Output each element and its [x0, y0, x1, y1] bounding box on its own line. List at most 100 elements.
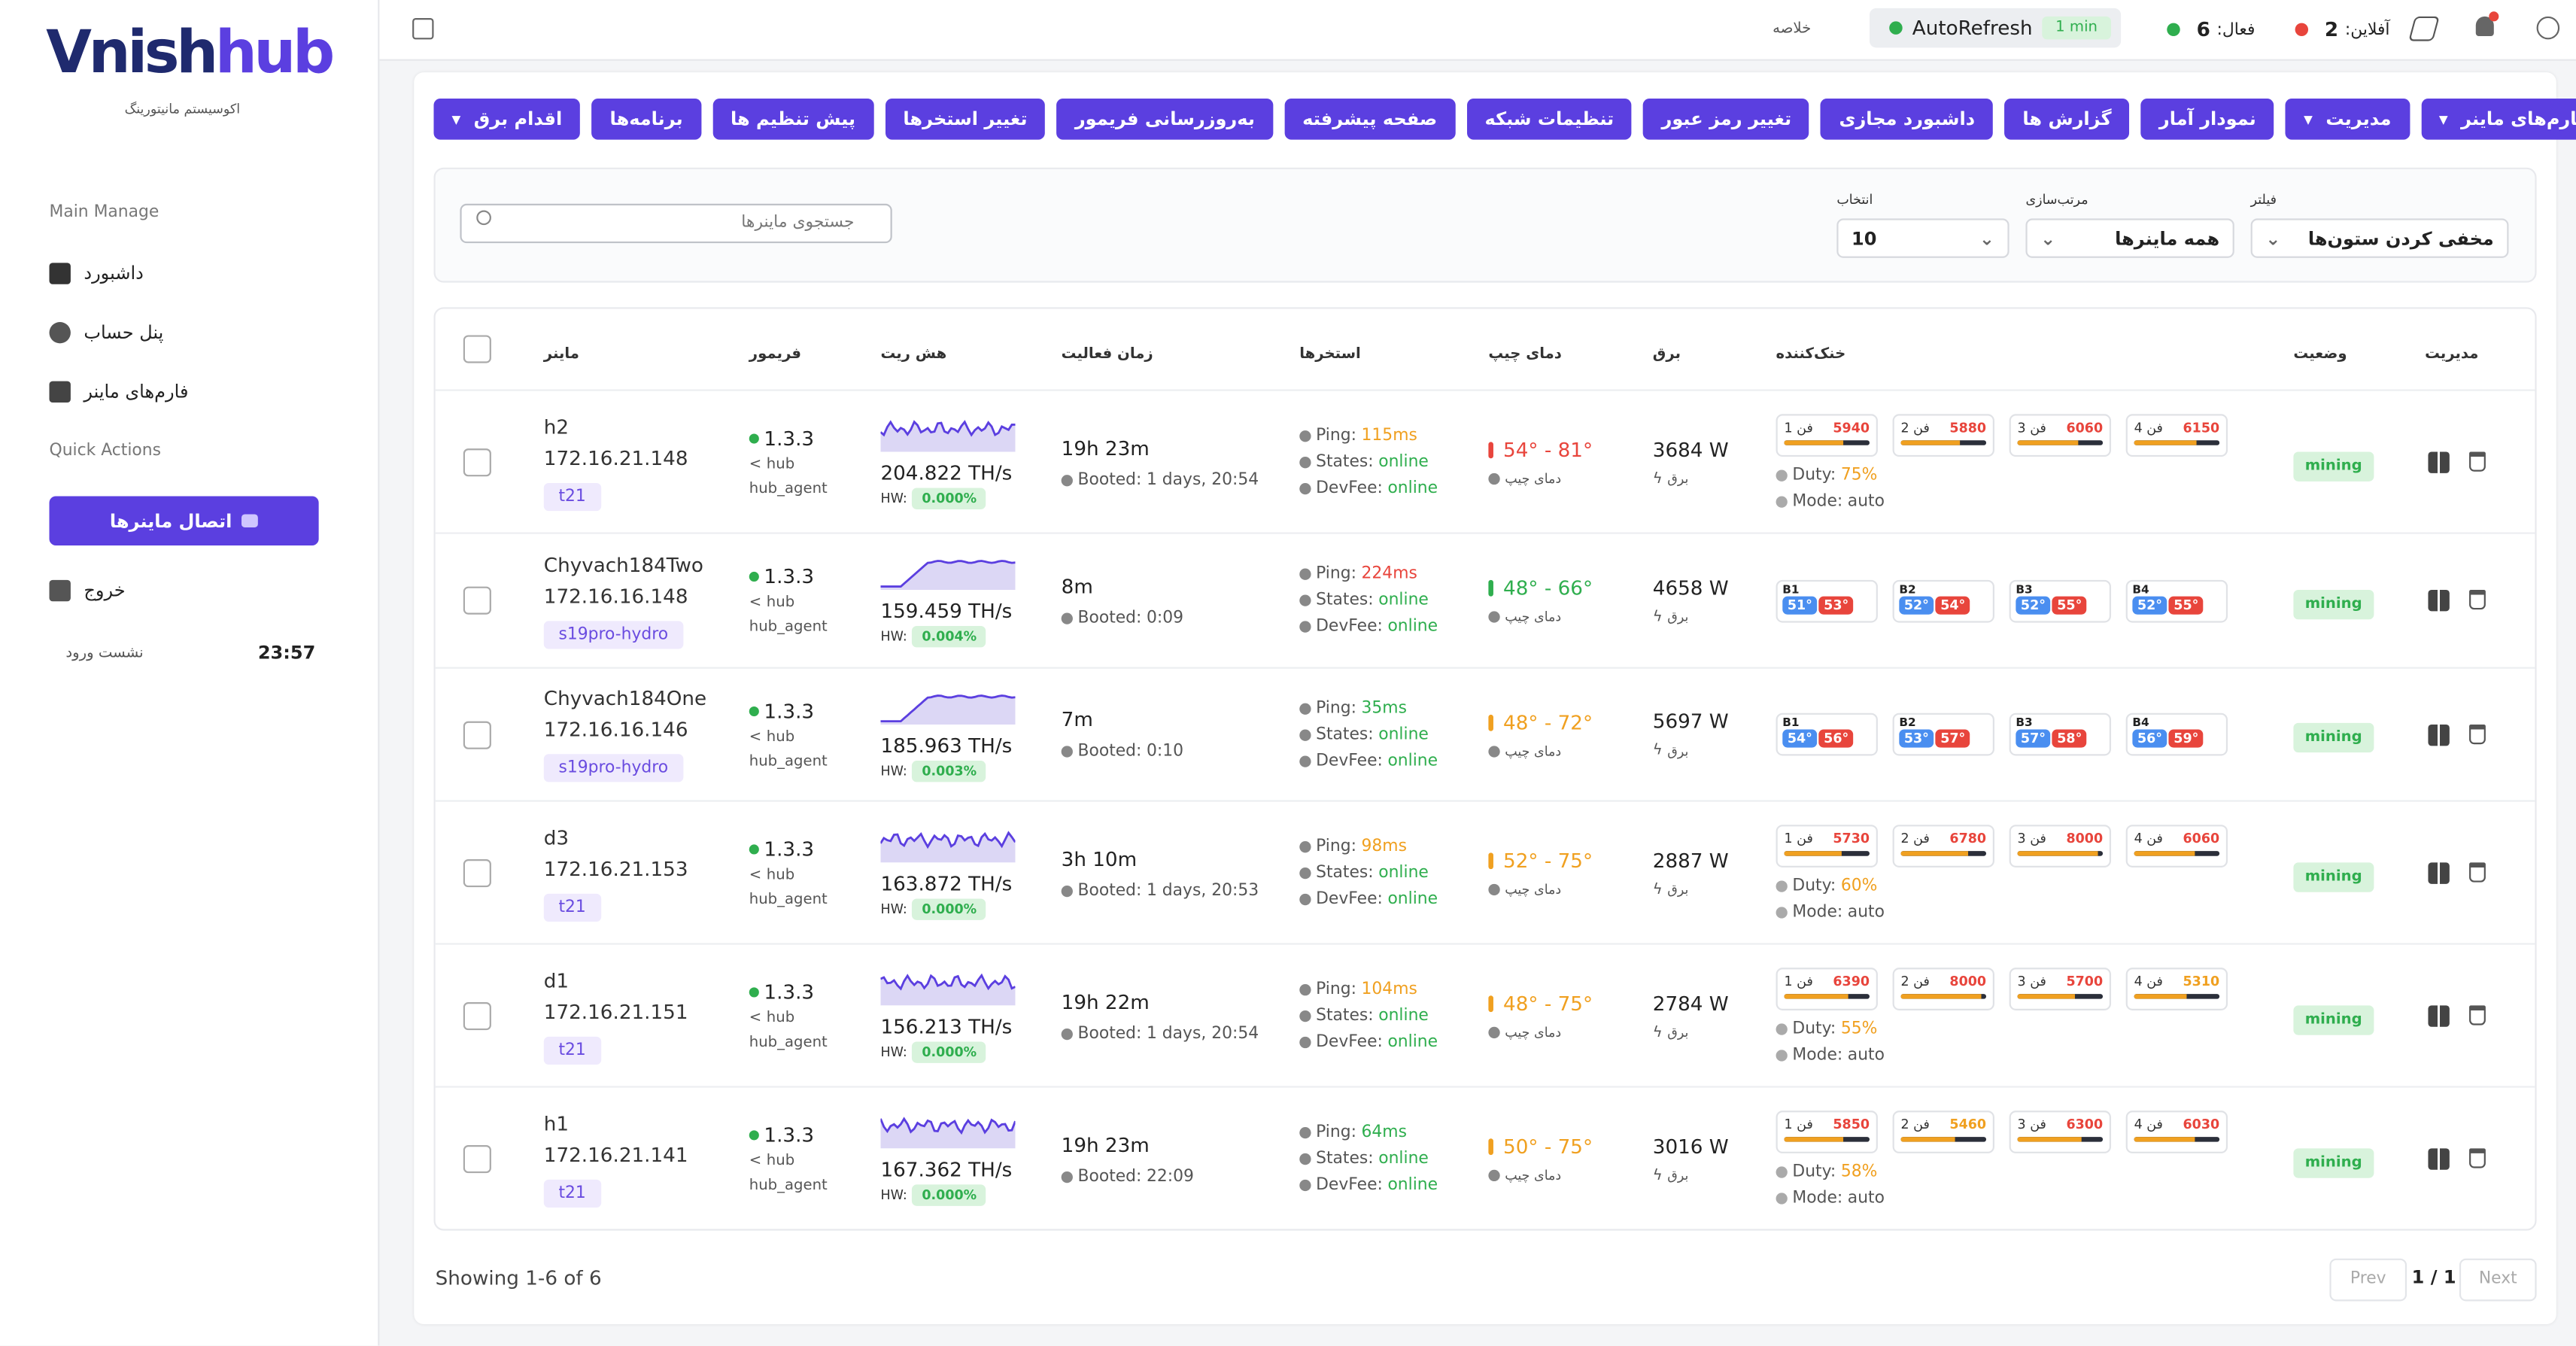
toolbar-button[interactable]: تغییر رمز عبور — [1643, 99, 1810, 140]
details-button[interactable] — [2428, 590, 2450, 612]
autorefresh[interactable]: AutoRefresh 1 min — [1870, 8, 2122, 48]
icon — [1776, 1050, 1788, 1062]
nav-item[interactable]: پنل حساب — [49, 321, 163, 344]
toolbar-button[interactable]: تغییر استخرها — [885, 99, 1046, 140]
delete-button[interactable] — [2469, 1005, 2486, 1025]
line: DevFee: online — [1299, 1034, 1470, 1052]
header-cell: زمان فعالیت — [1043, 333, 1282, 364]
toolbar-button[interactable]: داشبورد مجازی — [1821, 99, 1994, 140]
sort-label: مرتب‌سازی — [2025, 192, 2088, 208]
hashrate: 204.822 TH/s — [880, 461, 1013, 485]
board-temp-in: 52° — [2016, 596, 2051, 615]
notifications[interactable] — [2475, 11, 2499, 37]
line: < hub — [749, 867, 863, 884]
logo[interactable]: Vnishhub — [46, 20, 335, 87]
cell: 5697 W ϟ برق — [1635, 710, 1758, 760]
icon — [1299, 1153, 1311, 1165]
row-checkbox[interactable] — [463, 1145, 491, 1174]
toolbar-button[interactable]: ▼ فارم‌های ماینر — [2420, 99, 2576, 140]
delete-button[interactable] — [2469, 724, 2486, 744]
line: Booted: 22:09 — [1061, 1167, 1282, 1186]
table-row: h1 172.16.21.141 t21 1.3.3 < hub hub_agent 167.… — [435, 1086, 2535, 1230]
delete-button[interactable] — [2469, 862, 2486, 883]
logout[interactable]: خروج — [49, 579, 126, 602]
sparkline-line — [879, 973, 1016, 991]
toolbar-button[interactable]: گزارش ها — [2004, 99, 2130, 140]
toolbar-button[interactable]: برنامه‌ها — [591, 99, 701, 140]
header-label: زمان فعالیت — [1061, 346, 1153, 363]
details-button[interactable] — [2428, 451, 2450, 473]
search[interactable]: جستجوی ماینرها — [460, 203, 892, 244]
booted: 0:09 — [1146, 609, 1184, 627]
sparkline-line — [880, 694, 1016, 722]
line: ϟ برق — [1653, 743, 1758, 760]
sort-select[interactable]: همه ماینرها ⌄ — [2025, 218, 2234, 258]
status: mining — [2293, 861, 2374, 892]
section-title: Main Manage — [49, 203, 159, 222]
row-checkbox[interactable] — [463, 1002, 491, 1031]
miner-name: Chyvach184Two — [543, 553, 703, 576]
states: online — [1378, 1150, 1429, 1168]
fan-label: فن 3 — [2017, 1117, 2046, 1132]
nav-item[interactable]: فارم‌های ماینر — [49, 381, 188, 403]
board-temps: 57° 58° — [2016, 730, 2104, 749]
icon — [1061, 1027, 1073, 1040]
cell: mining — [2275, 998, 2407, 1035]
delete-button[interactable] — [2469, 590, 2486, 610]
booted-label: Booted: — [1077, 743, 1142, 761]
miner-ip: 172.16.16.148 — [543, 584, 688, 608]
miner-ip: 172.16.21.148 — [543, 445, 688, 469]
label: فعال: — [2216, 20, 2256, 39]
delete-button[interactable] — [2469, 451, 2486, 472]
summary[interactable]: خلاصه — [1773, 21, 1812, 38]
select-all[interactable] — [463, 335, 491, 363]
booted: 0:10 — [1146, 743, 1184, 761]
header-cell: هش ریت — [862, 333, 1043, 364]
row-checkbox[interactable] — [463, 859, 491, 888]
page-size[interactable]: 10 ⌄ — [1836, 218, 2009, 258]
actions — [2425, 1005, 2535, 1027]
toolbar-button[interactable]: به‌روزرسانی فریمور — [1056, 99, 1273, 140]
row-checkbox[interactable] — [463, 448, 491, 477]
mode-label: Mode: — [1792, 493, 1843, 512]
connect-button[interactable]: اتصال ماینرها — [49, 496, 319, 545]
cell: 3016 W ϟ برق — [1635, 1135, 1758, 1184]
toolbar-button[interactable]: ▼ اقدام برق — [433, 99, 581, 140]
details-button[interactable] — [2428, 724, 2450, 746]
filter-select[interactable]: مخفی کردن ستون‌ها ⌄ — [2250, 218, 2509, 258]
cell: mining — [2275, 855, 2407, 892]
row-checkbox[interactable] — [463, 721, 491, 749]
ping-label: Ping: — [1316, 1123, 1356, 1142]
toolbar-button[interactable]: صفحه پیشرفته — [1284, 99, 1456, 140]
board-label: B1 — [1782, 582, 1800, 597]
sidebar-toggle[interactable] — [412, 18, 434, 40]
theme-icon[interactable] — [2408, 16, 2440, 41]
board-temp-in: 56° — [2132, 730, 2167, 749]
cell: 48° - 66° دمای چیپ — [1470, 577, 1634, 624]
delete-button[interactable] — [2469, 1148, 2486, 1168]
row-checkbox[interactable] — [463, 587, 491, 615]
cell: 19h 22m Booted: 1 days, 20:54 — [1043, 990, 1282, 1043]
icon — [1488, 611, 1500, 624]
miner-ip: 172.16.16.146 — [543, 718, 688, 742]
cell — [436, 1002, 526, 1031]
prev[interactable]: Prev — [2329, 1258, 2407, 1302]
language[interactable] — [2536, 16, 2560, 40]
toolbar-button[interactable]: ▼ مدیریت — [2286, 99, 2410, 140]
toolbar-button[interactable]: نمودار آمار — [2140, 99, 2274, 140]
toolbar-button[interactable]: تنظیمات شبکه — [1466, 99, 1633, 140]
icon — [1299, 1036, 1311, 1049]
toolbar-button[interactable]: پیش تنظیم ها — [712, 99, 874, 140]
line: Duty: 60% — [1776, 877, 2276, 895]
fan-bar-track — [1900, 1137, 1987, 1142]
cooling: B1 51° 53° B2 52° 54° B3 52° 55° B4 52° 55° — [1776, 579, 2276, 623]
details-button[interactable] — [2428, 1148, 2450, 1170]
details-button[interactable] — [2428, 862, 2450, 884]
nav-item[interactable]: داشبورد — [49, 263, 144, 284]
next[interactable]: Next — [2459, 1258, 2537, 1302]
details-button[interactable] — [2428, 1005, 2450, 1027]
line: DevFee: online — [1299, 752, 1470, 770]
firmware: 1.3.3 — [764, 699, 815, 723]
sparkline — [879, 420, 1016, 452]
